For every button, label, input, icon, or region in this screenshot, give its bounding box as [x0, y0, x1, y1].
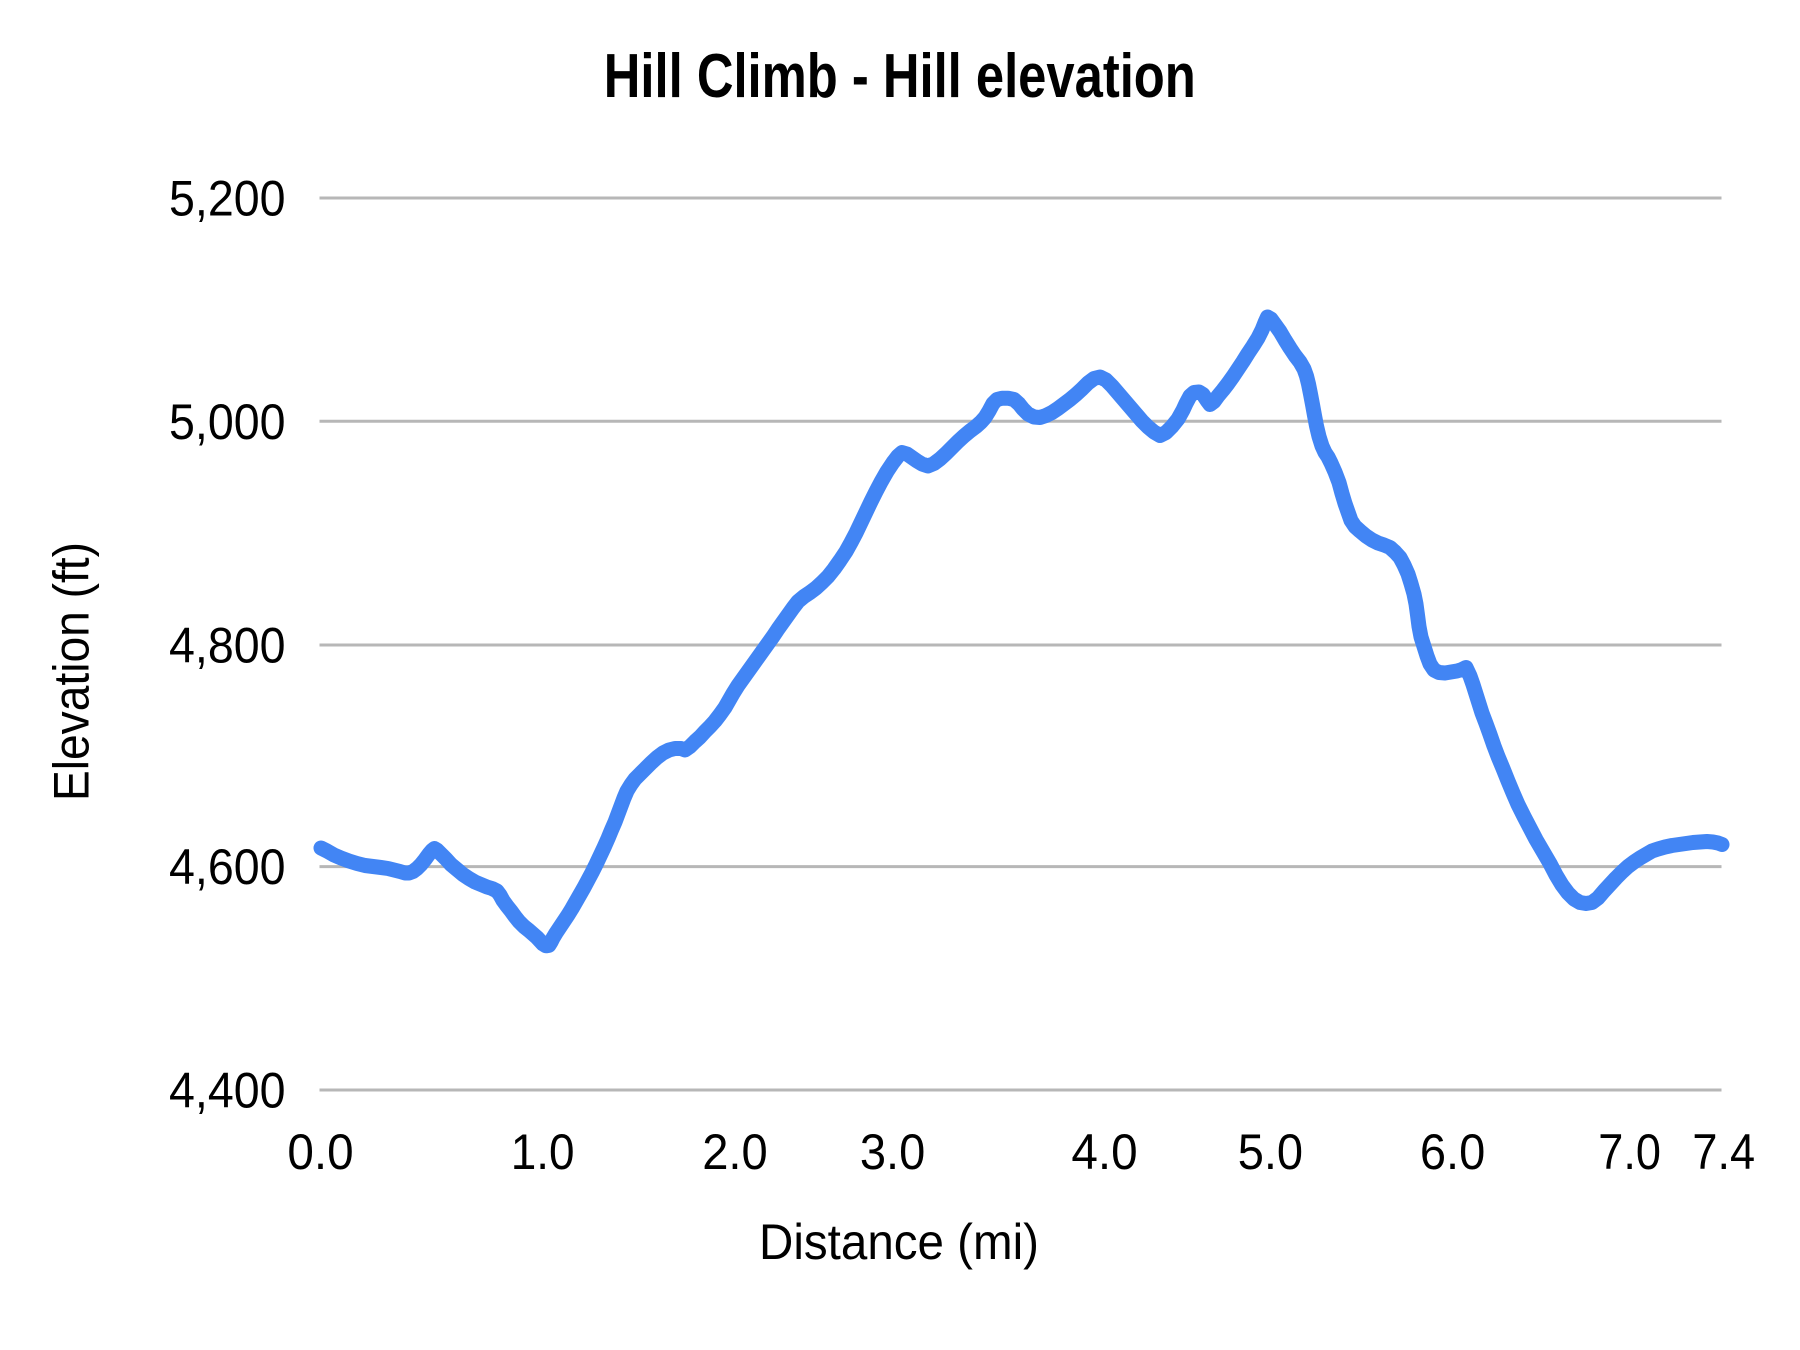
svg-text:1.0: 1.0: [511, 1124, 575, 1180]
svg-text:3.0: 3.0: [860, 1124, 925, 1180]
svg-text:6.0: 6.0: [1420, 1124, 1485, 1180]
svg-text:4.0: 4.0: [1071, 1124, 1137, 1180]
svg-text:Distance (mi): Distance (mi): [759, 1214, 1039, 1270]
svg-text:7.0: 7.0: [1598, 1124, 1661, 1180]
svg-text:Elevation (ft): Elevation (ft): [44, 542, 100, 801]
svg-text:2.0: 2.0: [702, 1124, 768, 1180]
svg-text:5.0: 5.0: [1238, 1124, 1303, 1180]
svg-text:4,600: 4,600: [169, 839, 286, 895]
svg-text:0.0: 0.0: [287, 1124, 353, 1180]
svg-text:4,800: 4,800: [169, 618, 286, 674]
svg-text:4,400: 4,400: [169, 1063, 286, 1119]
svg-text:5,000: 5,000: [169, 394, 286, 450]
svg-text:7.4: 7.4: [1692, 1124, 1755, 1180]
svg-text:Hill Climb - Hill elevation: Hill Climb - Hill elevation: [604, 42, 1196, 111]
svg-text:5,200: 5,200: [169, 171, 286, 227]
